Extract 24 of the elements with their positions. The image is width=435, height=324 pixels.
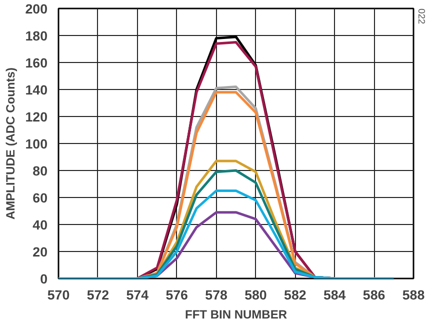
x-tick-label: 582 bbox=[284, 288, 306, 302]
x-axis-title: FFT BIN NUMBER bbox=[185, 308, 288, 322]
x-tick-label: 580 bbox=[244, 288, 267, 302]
x-tick-label: 570 bbox=[47, 288, 70, 302]
x-tick-label: 588 bbox=[402, 288, 425, 302]
y-tick-label: 160 bbox=[25, 56, 48, 70]
y-tick-label: 120 bbox=[25, 110, 48, 124]
y-tick-label: 140 bbox=[25, 82, 48, 98]
y-tick-label: 60 bbox=[32, 190, 48, 206]
x-tick-label: 586 bbox=[362, 288, 386, 302]
x-tick-label: 572 bbox=[86, 288, 110, 302]
x-tick-label: 574 bbox=[126, 288, 150, 302]
y-tick-label: 100 bbox=[25, 136, 48, 152]
y-tick-label: 40 bbox=[32, 218, 48, 232]
x-tick-label: 576 bbox=[166, 288, 188, 302]
x-tick-label: 578 bbox=[205, 288, 228, 302]
y-tick-label: 0 bbox=[40, 272, 48, 286]
y-tick-label: 180 bbox=[25, 28, 48, 44]
y-tick-label: 80 bbox=[32, 164, 48, 178]
x-tick-label: 584 bbox=[323, 288, 346, 302]
text: 022 bbox=[416, 8, 426, 24]
y-axis-title: AMPLITUDE (ADC Counts) bbox=[3, 68, 18, 220]
y-tick-label: 200 bbox=[25, 2, 48, 16]
y-tick-label: 20 bbox=[32, 244, 48, 260]
